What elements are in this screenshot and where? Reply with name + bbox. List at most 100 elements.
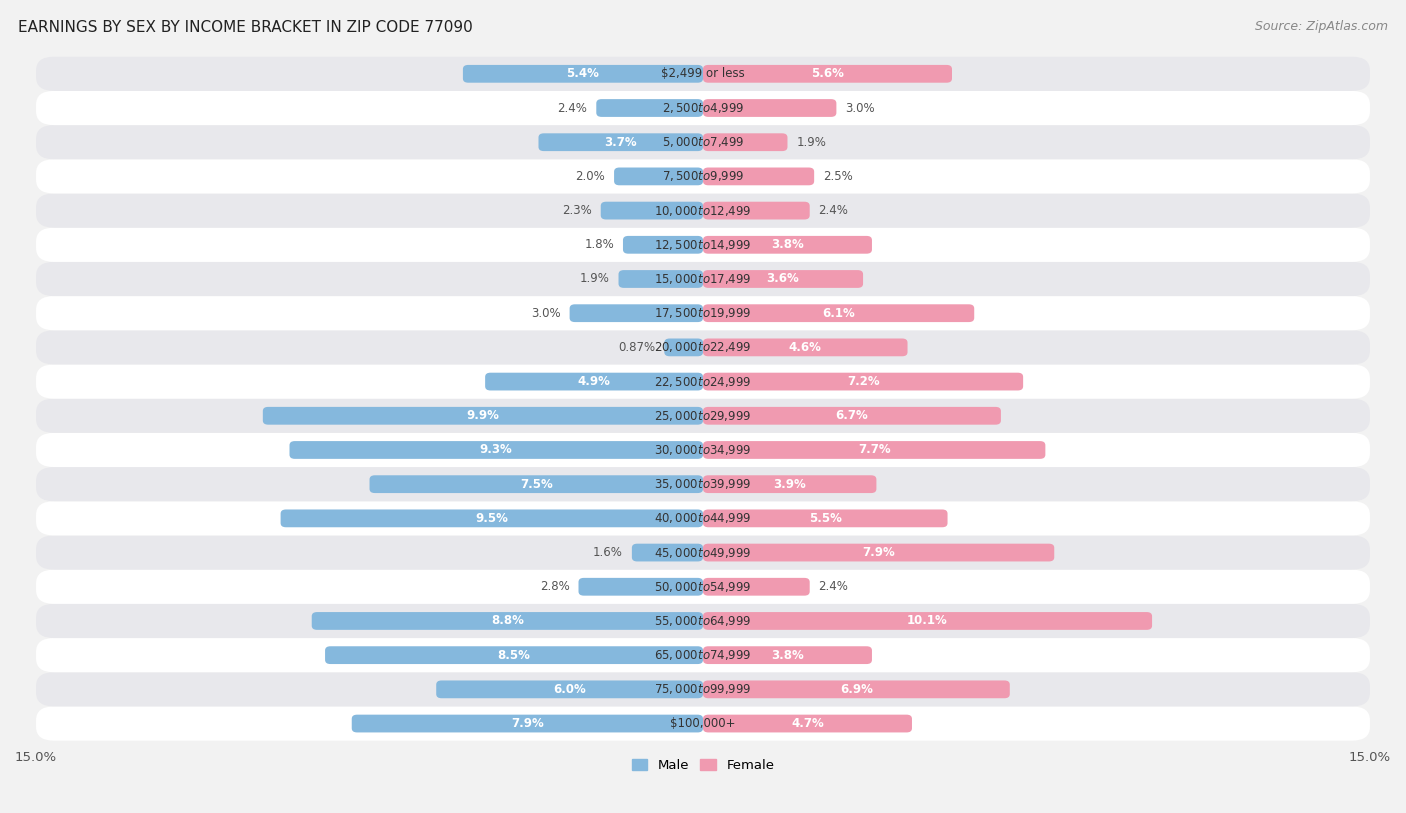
FancyBboxPatch shape: [312, 612, 703, 630]
Text: $5,000 to $7,499: $5,000 to $7,499: [662, 135, 744, 150]
Text: 2.0%: 2.0%: [575, 170, 605, 183]
FancyBboxPatch shape: [703, 476, 876, 493]
FancyBboxPatch shape: [703, 510, 948, 528]
FancyBboxPatch shape: [703, 167, 814, 185]
FancyBboxPatch shape: [614, 167, 703, 185]
FancyBboxPatch shape: [325, 646, 703, 664]
FancyBboxPatch shape: [703, 441, 1046, 459]
FancyBboxPatch shape: [37, 706, 1369, 741]
FancyBboxPatch shape: [703, 133, 787, 151]
Text: 4.7%: 4.7%: [792, 717, 824, 730]
Text: $17,500 to $19,999: $17,500 to $19,999: [654, 307, 752, 320]
Text: 4.9%: 4.9%: [578, 375, 610, 388]
FancyBboxPatch shape: [436, 680, 703, 698]
FancyBboxPatch shape: [37, 228, 1369, 262]
Text: $2,500 to $4,999: $2,500 to $4,999: [662, 101, 744, 115]
Text: 10.1%: 10.1%: [907, 615, 948, 628]
FancyBboxPatch shape: [703, 406, 1001, 424]
FancyBboxPatch shape: [703, 715, 912, 733]
FancyBboxPatch shape: [600, 202, 703, 220]
Text: 3.9%: 3.9%: [773, 478, 806, 491]
Text: 9.5%: 9.5%: [475, 512, 508, 525]
FancyBboxPatch shape: [703, 202, 810, 220]
Text: 3.8%: 3.8%: [770, 649, 804, 662]
FancyBboxPatch shape: [290, 441, 703, 459]
FancyBboxPatch shape: [37, 159, 1369, 193]
FancyBboxPatch shape: [37, 433, 1369, 467]
Text: 1.9%: 1.9%: [796, 136, 827, 149]
Text: $2,499 or less: $2,499 or less: [661, 67, 745, 80]
Text: 7.2%: 7.2%: [846, 375, 879, 388]
FancyBboxPatch shape: [664, 338, 703, 356]
Text: $55,000 to $64,999: $55,000 to $64,999: [654, 614, 752, 628]
FancyBboxPatch shape: [37, 638, 1369, 672]
Text: 2.8%: 2.8%: [540, 580, 569, 593]
Text: $25,000 to $29,999: $25,000 to $29,999: [654, 409, 752, 423]
Text: 3.0%: 3.0%: [531, 307, 561, 320]
Text: 6.9%: 6.9%: [839, 683, 873, 696]
FancyBboxPatch shape: [703, 612, 1152, 630]
FancyBboxPatch shape: [37, 364, 1369, 398]
Text: 7.9%: 7.9%: [862, 546, 896, 559]
FancyBboxPatch shape: [703, 338, 907, 356]
FancyBboxPatch shape: [703, 65, 952, 83]
Text: $10,000 to $12,499: $10,000 to $12,499: [654, 203, 752, 218]
Text: 3.8%: 3.8%: [770, 238, 804, 251]
FancyBboxPatch shape: [370, 476, 703, 493]
Text: 2.4%: 2.4%: [558, 102, 588, 115]
FancyBboxPatch shape: [596, 99, 703, 117]
FancyBboxPatch shape: [703, 236, 872, 254]
Text: Source: ZipAtlas.com: Source: ZipAtlas.com: [1254, 20, 1388, 33]
Text: EARNINGS BY SEX BY INCOME BRACKET IN ZIP CODE 77090: EARNINGS BY SEX BY INCOME BRACKET IN ZIP…: [18, 20, 472, 35]
Text: $50,000 to $54,999: $50,000 to $54,999: [654, 580, 752, 593]
FancyBboxPatch shape: [37, 91, 1369, 125]
FancyBboxPatch shape: [703, 372, 1024, 390]
Text: 5.4%: 5.4%: [567, 67, 599, 80]
Text: $12,500 to $14,999: $12,500 to $14,999: [654, 237, 752, 252]
FancyBboxPatch shape: [37, 57, 1369, 91]
Text: 5.6%: 5.6%: [811, 67, 844, 80]
FancyBboxPatch shape: [703, 99, 837, 117]
FancyBboxPatch shape: [703, 646, 872, 664]
FancyBboxPatch shape: [485, 372, 703, 390]
FancyBboxPatch shape: [578, 578, 703, 596]
Text: 7.7%: 7.7%: [858, 443, 890, 456]
FancyBboxPatch shape: [37, 296, 1369, 330]
Text: 6.7%: 6.7%: [835, 409, 869, 422]
Text: 2.3%: 2.3%: [562, 204, 592, 217]
Text: $100,000+: $100,000+: [671, 717, 735, 730]
FancyBboxPatch shape: [37, 604, 1369, 638]
FancyBboxPatch shape: [569, 304, 703, 322]
FancyBboxPatch shape: [631, 544, 703, 562]
Text: 6.0%: 6.0%: [553, 683, 586, 696]
FancyBboxPatch shape: [703, 680, 1010, 698]
Text: 1.9%: 1.9%: [579, 272, 610, 285]
FancyBboxPatch shape: [703, 270, 863, 288]
FancyBboxPatch shape: [463, 65, 703, 83]
Text: $7,500 to $9,999: $7,500 to $9,999: [662, 169, 744, 184]
Text: 2.4%: 2.4%: [818, 204, 848, 217]
Text: $20,000 to $22,499: $20,000 to $22,499: [654, 341, 752, 354]
FancyBboxPatch shape: [703, 304, 974, 322]
FancyBboxPatch shape: [37, 467, 1369, 502]
FancyBboxPatch shape: [352, 715, 703, 733]
Text: 0.87%: 0.87%: [619, 341, 655, 354]
Text: $22,500 to $24,999: $22,500 to $24,999: [654, 375, 752, 389]
Text: 2.5%: 2.5%: [823, 170, 853, 183]
FancyBboxPatch shape: [263, 406, 703, 424]
FancyBboxPatch shape: [37, 262, 1369, 296]
Text: $15,000 to $17,499: $15,000 to $17,499: [654, 272, 752, 286]
FancyBboxPatch shape: [37, 330, 1369, 364]
FancyBboxPatch shape: [37, 193, 1369, 228]
FancyBboxPatch shape: [703, 544, 1054, 562]
Text: $40,000 to $44,999: $40,000 to $44,999: [654, 511, 752, 525]
FancyBboxPatch shape: [619, 270, 703, 288]
Text: 1.8%: 1.8%: [585, 238, 614, 251]
Text: 9.9%: 9.9%: [467, 409, 499, 422]
Text: 7.5%: 7.5%: [520, 478, 553, 491]
FancyBboxPatch shape: [37, 502, 1369, 536]
Legend: Male, Female: Male, Female: [626, 754, 780, 777]
Text: 5.5%: 5.5%: [808, 512, 842, 525]
FancyBboxPatch shape: [37, 536, 1369, 570]
Text: 9.3%: 9.3%: [479, 443, 513, 456]
